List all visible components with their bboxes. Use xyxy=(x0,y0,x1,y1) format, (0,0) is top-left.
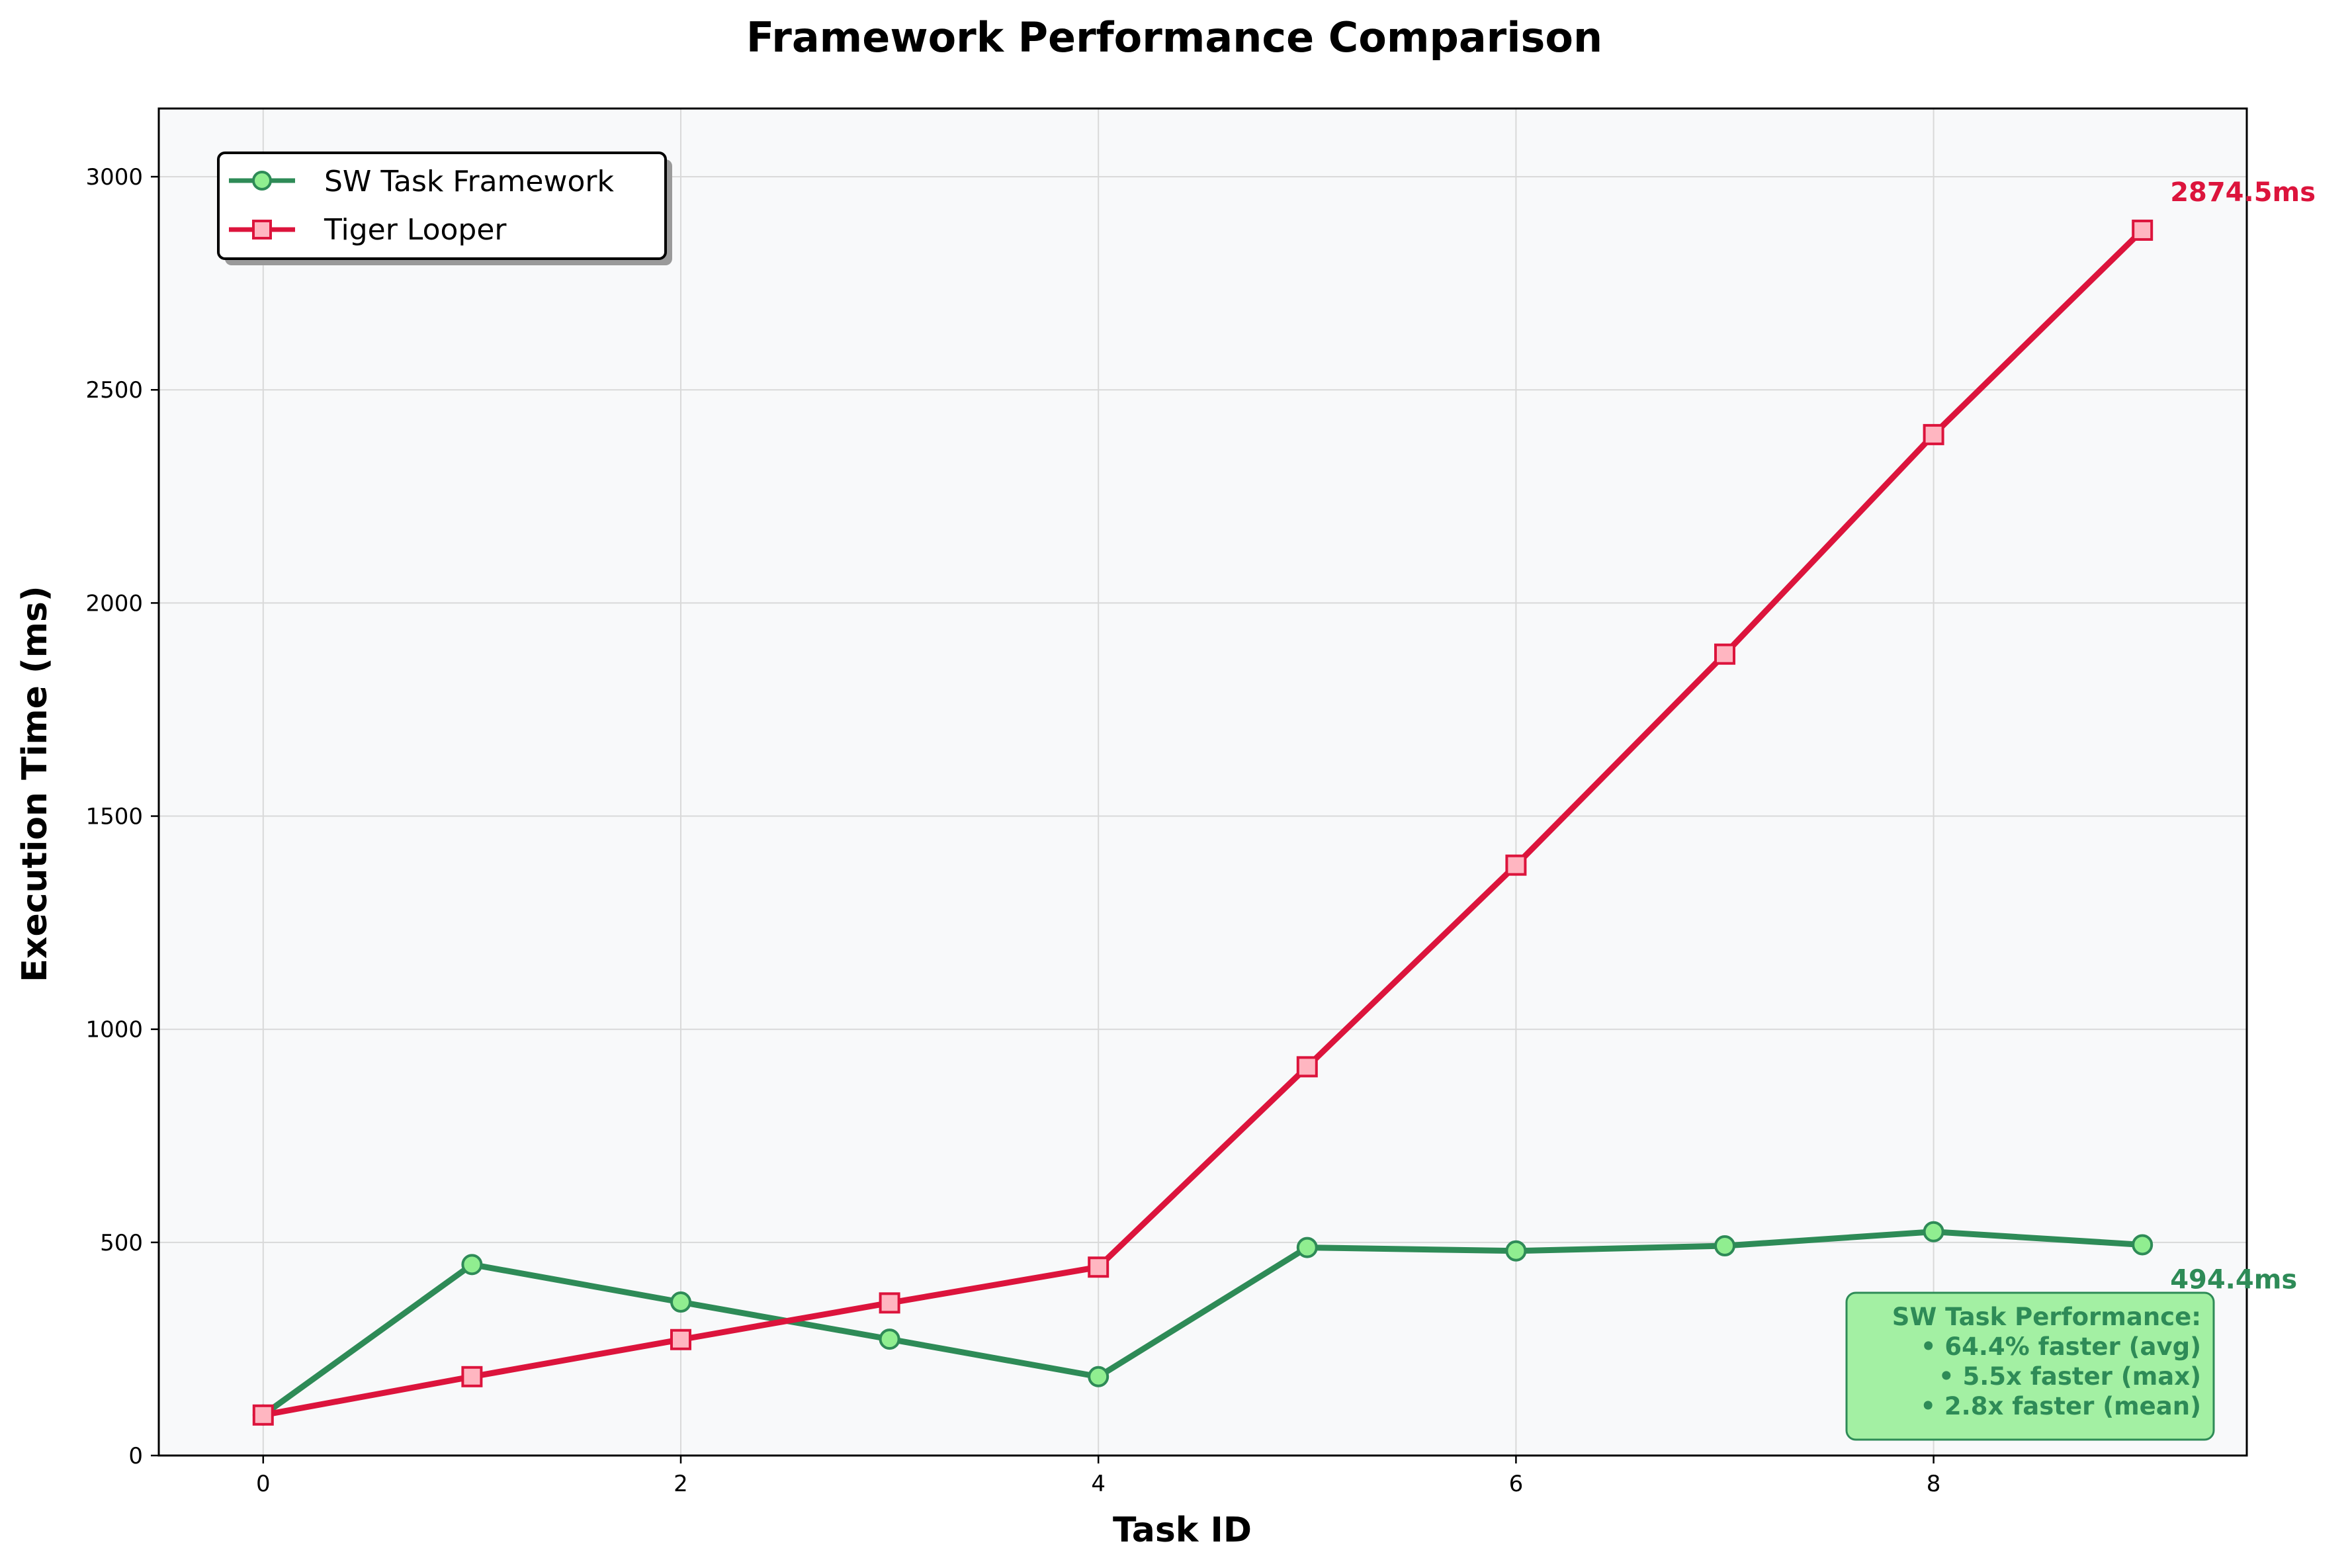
series-line-tiger-looper xyxy=(260,227,2146,1418)
data-point xyxy=(2132,219,2154,241)
performance-annotation-line-3: • 2.8x faster (mean) xyxy=(1920,1392,2201,1420)
y-tick-label: 500 xyxy=(100,1230,143,1256)
end-label-sw-task: 494.4ms xyxy=(2170,1264,2297,1295)
data-point xyxy=(461,1254,483,1276)
legend-marker-sw-task xyxy=(252,171,272,191)
y-tick-label: 0 xyxy=(128,1443,143,1469)
x-tick-label: 0 xyxy=(256,1471,271,1497)
data-point xyxy=(670,1291,691,1313)
x-tick-label: 6 xyxy=(1509,1471,1524,1497)
x-axis-title: Task ID xyxy=(1113,1510,1252,1550)
y-tick-label: 2000 xyxy=(85,590,143,617)
data-point xyxy=(461,1366,483,1387)
x-tick-label: 4 xyxy=(1091,1471,1106,1497)
performance-annotation-title: SW Task Performance: xyxy=(1892,1303,2201,1331)
y-tick-label: 2500 xyxy=(85,377,143,404)
data-point xyxy=(1505,854,1527,876)
plot-area xyxy=(159,109,2247,1456)
data-point xyxy=(1505,1240,1527,1262)
y-tick-label: 3000 xyxy=(85,164,143,191)
data-point xyxy=(1923,423,1944,445)
data-point xyxy=(252,1404,274,1426)
y-axis-title: Execution Time (ms) xyxy=(15,586,55,982)
chart-title: Framework Performance Comparison xyxy=(746,13,1602,62)
performance-annotation-line-1: • 64.4% faster (avg) xyxy=(1921,1332,2201,1361)
data-point xyxy=(670,1328,691,1350)
data-point xyxy=(879,1292,900,1314)
x-tick-label: 2 xyxy=(674,1471,688,1497)
data-point xyxy=(1088,1256,1110,1278)
x-tick-label: 8 xyxy=(1927,1471,1941,1497)
legend: SW Task Framework Tiger Looper xyxy=(217,152,672,265)
end-label-tiger-looper: 2874.5ms xyxy=(2170,177,2316,208)
legend-marker-tiger-looper xyxy=(252,220,272,240)
performance-annotation: SW Task Performance: • 64.4% faster (avg… xyxy=(1845,1291,2215,1441)
x-axis: 0 2 4 6 8 xyxy=(256,1456,1940,1497)
data-point xyxy=(1714,1235,1735,1257)
y-tick-label: 1000 xyxy=(85,1017,143,1043)
data-point xyxy=(1296,1056,1318,1078)
data-point xyxy=(1714,643,1735,665)
legend-label-tiger-looper: Tiger Looper xyxy=(324,213,507,247)
data-point xyxy=(1088,1366,1110,1387)
performance-annotation-box xyxy=(1845,1291,2215,1441)
series-layer xyxy=(252,219,2154,1426)
series-tiger-looper xyxy=(252,219,2154,1426)
data-point xyxy=(1923,1221,1944,1242)
series-line-sw-task-framework xyxy=(260,1229,2146,1418)
y-axis: 0 500 1000 1500 2000 2500 3000 xyxy=(85,164,159,1469)
data-point xyxy=(2132,1234,2154,1256)
performance-annotation-line-2: • 5.5x faster (max) xyxy=(1938,1362,2201,1391)
series-sw-task-framework xyxy=(252,1221,2154,1426)
legend-box xyxy=(217,152,667,260)
y-tick-label: 1500 xyxy=(85,804,143,830)
legend-label-sw-task: SW Task Framework xyxy=(324,165,614,198)
plot-frame xyxy=(157,107,2248,1457)
data-point xyxy=(879,1328,900,1350)
data-point xyxy=(1296,1237,1318,1258)
